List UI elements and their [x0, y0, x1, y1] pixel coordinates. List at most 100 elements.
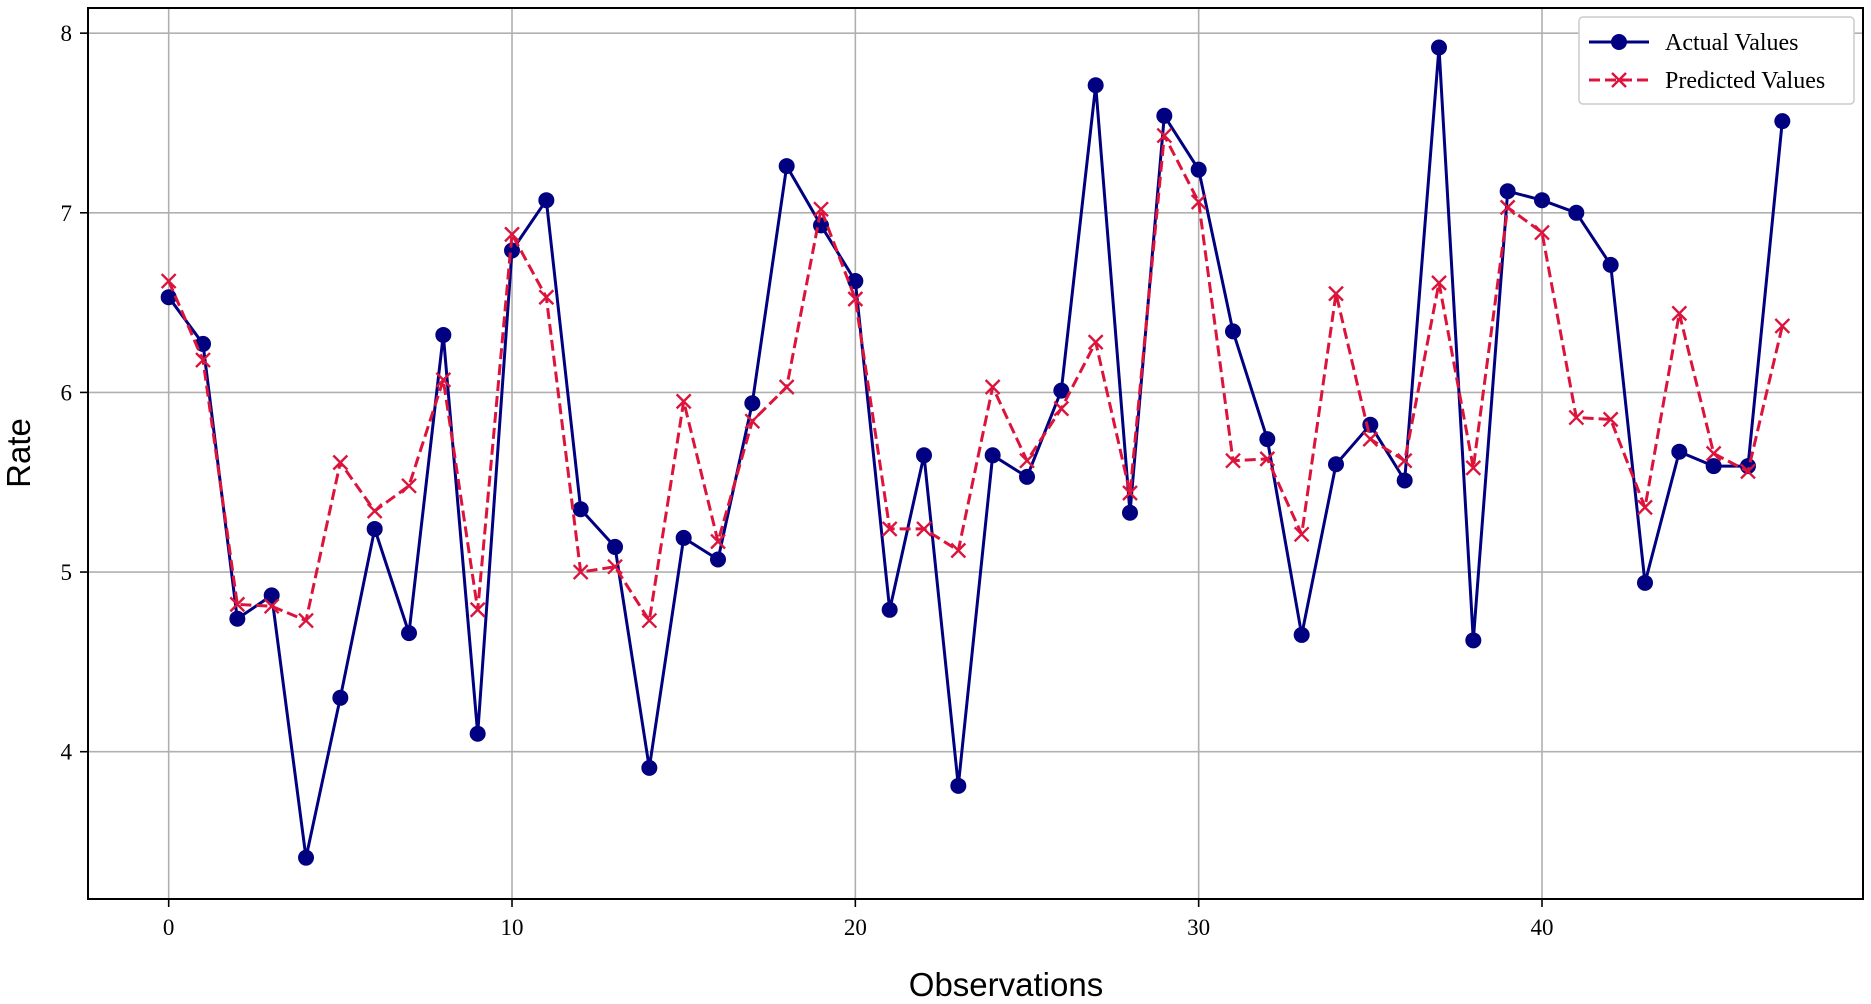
predicted-value-point — [1156, 127, 1173, 144]
actual-value-point — [710, 551, 727, 568]
predicted-value-point — [366, 503, 383, 519]
predicted-value-point — [847, 291, 864, 307]
actual-value-point — [916, 447, 933, 464]
predicted-value-point — [298, 612, 314, 629]
actual-value-point — [1396, 472, 1413, 489]
predicted-value-point — [607, 558, 623, 575]
legend-box — [1578, 16, 1855, 105]
predicted-value-point — [1362, 431, 1379, 447]
actual-value-point — [1499, 183, 1516, 200]
predicted-value-point — [916, 521, 932, 537]
predicted-value-point — [1431, 274, 1447, 291]
actual-value-point — [1053, 382, 1070, 399]
y-tick-label: 5 — [61, 560, 73, 585]
predicted-value-point — [710, 533, 726, 550]
predicted-values-series — [160, 127, 1791, 629]
predicted-value-point — [1087, 334, 1104, 350]
predicted-value-point — [1774, 318, 1791, 334]
predicted-value-point — [1671, 305, 1688, 322]
predicted-value-point — [1602, 411, 1619, 428]
actual-value-point — [641, 759, 658, 776]
y-tick-label: 6 — [61, 380, 73, 405]
actual-value-point — [607, 538, 624, 555]
predicted-value-point — [435, 372, 452, 388]
predicted-value-point — [469, 601, 486, 618]
actual-values-series — [160, 39, 1791, 866]
actual-value-point — [298, 849, 315, 866]
x-tick-label: 10 — [501, 915, 524, 940]
actual-value-point — [1774, 113, 1791, 130]
predicted-value-point — [1465, 460, 1482, 476]
x-tick-label: 0 — [163, 915, 175, 940]
predicted-value-point — [1190, 194, 1207, 210]
x-tick-label: 30 — [1187, 915, 1210, 940]
actual-value-point — [1190, 161, 1207, 178]
predicted-value-point — [572, 564, 589, 580]
predicted-value-point — [504, 226, 520, 243]
predicted-value-point — [229, 596, 246, 613]
actual-value-point — [504, 242, 521, 259]
actual-value-point — [1087, 77, 1104, 94]
actual-values-line — [167, 46, 1784, 860]
predicted-value-point — [195, 352, 211, 368]
actual-value-point — [1327, 456, 1344, 473]
actual-value-point — [1533, 192, 1550, 209]
predicted-value-point — [1534, 224, 1550, 241]
actual-value-point — [469, 725, 486, 742]
x-tick-label: 20 — [844, 915, 867, 940]
actual-value-point — [1156, 107, 1173, 124]
predicted-value-point — [641, 612, 658, 629]
actual-value-point — [1671, 443, 1688, 460]
actual-value-point — [160, 289, 177, 306]
y-tick-label: 8 — [61, 21, 73, 46]
predicted-value-point — [1568, 409, 1585, 426]
predicted-value-point — [401, 477, 417, 494]
predicted-value-point — [160, 273, 177, 289]
y-tick-label: 7 — [61, 201, 73, 226]
y-axis-title: Rate — [0, 418, 37, 488]
predicted-value-point — [263, 598, 280, 615]
predicted-values-line — [167, 134, 1784, 623]
actual-value-point — [229, 610, 246, 627]
actual-value-point — [1224, 323, 1241, 340]
x-tick-label: 40 — [1530, 915, 1553, 940]
actual-value-point — [332, 689, 349, 706]
actual-value-point — [847, 273, 864, 290]
predicted-value-point — [1053, 400, 1070, 417]
actual-value-point — [1293, 626, 1310, 643]
predicted-value-point — [778, 379, 795, 395]
predicted-value-point — [1122, 485, 1138, 501]
x-axis-title: Observations — [909, 966, 1103, 1003]
plot-frame — [87, 7, 1864, 900]
predicted-value-point — [1225, 452, 1241, 469]
predicted-value-point — [1637, 499, 1653, 516]
predicted-value-point — [1396, 452, 1413, 469]
predicted-value-point — [1293, 526, 1310, 543]
actual-value-point — [366, 520, 383, 537]
actual-value-point — [401, 625, 418, 642]
actual-value-point — [881, 601, 898, 618]
actual-value-point — [1568, 204, 1585, 221]
actual-value-point — [744, 395, 761, 412]
actual-value-point — [1121, 504, 1138, 521]
actual-value-point — [435, 326, 452, 343]
predicted-value-point — [1019, 452, 1035, 469]
predicted-value-point — [813, 201, 829, 218]
actual-value-point — [1465, 632, 1482, 649]
actual-value-point — [950, 777, 967, 794]
legend-label: Predicted Values — [1665, 68, 1825, 94]
predicted-value-point — [881, 521, 898, 537]
predicted-value-point — [950, 542, 967, 559]
actual-value-point — [1362, 416, 1379, 433]
actual-value-point — [538, 192, 555, 209]
actual-value-point — [1018, 468, 1035, 485]
actual-value-point — [984, 447, 1001, 464]
actual-value-point — [263, 587, 280, 604]
actual-value-point — [778, 158, 795, 175]
actual-value-point — [1705, 458, 1722, 475]
predicted-value-point — [538, 289, 555, 306]
legend: Actual Values Predicted Values — [1578, 16, 1855, 105]
y-tick-label: 4 — [61, 740, 73, 765]
actual-value-point — [572, 501, 589, 518]
predicted-value-point — [744, 413, 761, 430]
